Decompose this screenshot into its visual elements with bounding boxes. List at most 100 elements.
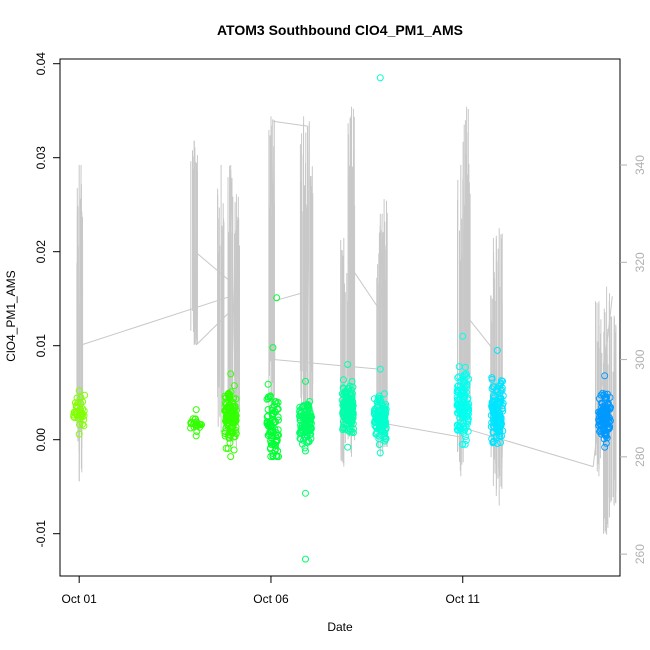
data-point: [454, 426, 461, 434]
data-point: [457, 395, 464, 402]
data-point: [349, 411, 357, 418]
altitude-segment: [274, 359, 381, 370]
data-point: [75, 430, 83, 438]
point-cluster: [221, 370, 240, 461]
data-point: [266, 393, 274, 401]
data-point: [265, 430, 273, 438]
data-point: [306, 415, 314, 423]
point-cluster: [487, 346, 507, 447]
data-point: [596, 418, 603, 426]
data-point: [344, 443, 352, 451]
data-point: [222, 444, 230, 452]
data-point: [374, 394, 382, 402]
data-point: [603, 425, 611, 433]
data-point: [496, 428, 504, 435]
data-point: [455, 363, 463, 371]
point-cluster: [70, 387, 89, 438]
data-point: [230, 382, 238, 390]
data-point: [307, 418, 315, 425]
data-point: [603, 390, 611, 398]
x-axis-label: Date: [327, 620, 353, 634]
data-point: [307, 430, 315, 438]
data-point: [296, 403, 304, 411]
y-tick-label: 0.00: [34, 428, 48, 452]
data-point: [221, 392, 229, 400]
data-point: [493, 420, 501, 428]
data-point: [461, 440, 469, 448]
altitude-spike: [217, 165, 225, 433]
outlier-point: [302, 555, 309, 563]
data-point: [302, 377, 309, 385]
data-point: [272, 418, 280, 426]
altitude-segment: [195, 252, 232, 283]
point-cluster: [370, 365, 390, 457]
data-point: [600, 435, 608, 443]
data-point: [299, 403, 307, 410]
data-point: [302, 447, 309, 455]
data-point: [489, 409, 497, 417]
data-point: [340, 385, 347, 393]
data-point: [339, 376, 347, 384]
data-points: [70, 74, 614, 563]
data-point: [227, 453, 235, 461]
point-cluster: [338, 361, 357, 451]
data-point: [499, 377, 506, 385]
data-point: [345, 390, 353, 398]
data-point: [495, 399, 503, 407]
data-point: [599, 389, 607, 397]
data-point: [377, 396, 385, 404]
data-point: [224, 445, 232, 452]
data-point: [348, 390, 356, 398]
data-point: [461, 371, 468, 379]
data-point: [340, 421, 348, 429]
data-point: [599, 424, 607, 431]
data-point: [270, 409, 278, 417]
altitude-spike: [227, 165, 234, 448]
data-point: [339, 424, 347, 432]
data-point: [454, 382, 462, 390]
altitude-segment: [195, 310, 232, 346]
data-point: [346, 382, 354, 390]
y-right-axis: 260 280 300 320 340: [620, 155, 647, 564]
data-point: [374, 407, 382, 414]
data-point: [602, 403, 610, 411]
data-point: [80, 407, 88, 415]
data-point: [376, 449, 384, 457]
y-right-tick-label: 280: [633, 447, 647, 467]
data-point: [382, 435, 389, 443]
data-point: [297, 427, 304, 435]
altitude-spike: [268, 116, 275, 433]
plot-frame: [59, 58, 621, 577]
y-tick-label: 0.03: [34, 146, 48, 170]
data-point: [307, 435, 315, 443]
data-point: [462, 436, 470, 444]
data-point: [340, 402, 348, 410]
outlier-point: [376, 74, 384, 82]
data-point: [462, 433, 469, 441]
data-point: [344, 361, 352, 368]
data-point: [345, 406, 353, 414]
data-point: [271, 398, 279, 406]
data-point: [81, 391, 89, 399]
altitude-segment: [462, 427, 594, 468]
data-point: [348, 417, 356, 425]
data-point: [461, 379, 469, 387]
data-point: [79, 398, 87, 406]
data-point: [299, 440, 306, 448]
data-point: [222, 413, 230, 421]
data-point: [269, 453, 277, 461]
y-axis: -0.01 0.00 0.01 0.02 0.03 0.04: [34, 52, 60, 547]
data-point: [296, 414, 304, 422]
data-point: [229, 407, 237, 415]
data-point: [459, 440, 467, 448]
data-point: [301, 414, 309, 422]
data-point: [225, 392, 233, 400]
x-tick-label: Oct 06: [253, 592, 289, 606]
data-point: [78, 413, 86, 421]
data-point: [602, 439, 610, 447]
data-point: [76, 421, 83, 429]
data-point: [464, 402, 472, 410]
data-point: [264, 380, 272, 388]
data-point: [269, 344, 277, 352]
data-point: [380, 417, 388, 425]
